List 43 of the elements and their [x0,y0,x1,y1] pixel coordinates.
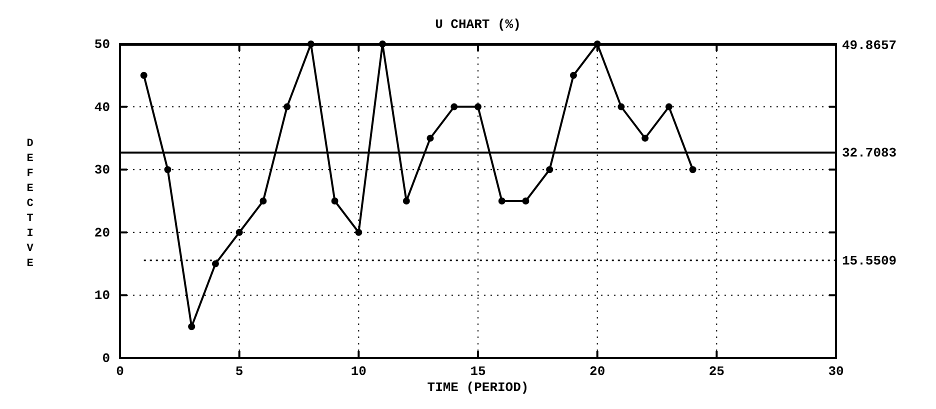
point [284,103,291,110]
x-tick-label: 15 [470,364,486,379]
y-tick-label: 10 [94,288,110,304]
point [450,103,458,110]
point [307,40,314,48]
text: DEFECTIVE [26,138,34,270]
point [665,103,672,110]
x-tick-label: 30 [828,364,844,379]
y-tick-label: 50 [94,37,110,52]
point [236,228,243,236]
point [570,72,577,79]
ref-line-label: 15.5509 [842,253,897,268]
point [212,260,219,268]
point [618,103,625,110]
x-tick-label: 5 [235,364,244,379]
point [498,198,506,204]
point [140,72,148,79]
x-tick-label: 10 [350,364,367,379]
x-tick-label: 0 [116,364,124,379]
point [355,228,362,236]
chart-title: U CHART (%) [435,17,521,32]
x-axis-title: TIME (PERIOD) [427,380,529,395]
y-tick-label: 0 [102,351,110,366]
point [546,166,554,174]
x-tick-label: 20 [590,364,606,379]
point [402,198,410,204]
point [188,323,196,330]
point [642,134,649,142]
point [689,166,696,174]
point [379,40,386,48]
point [331,198,338,204]
ref-line-label: 32.7083 [842,146,897,161]
x-tick-label: 25 [708,364,725,379]
ref-line-label: 49.8657 [842,38,897,53]
y-tick-label: 40 [94,100,110,115]
y-tick-label: 30 [94,162,110,178]
point [474,103,482,110]
point [260,198,267,204]
point [594,40,601,48]
point [164,166,172,174]
y-tick-label: 20 [94,225,110,240]
point [426,134,434,142]
point [522,198,530,204]
